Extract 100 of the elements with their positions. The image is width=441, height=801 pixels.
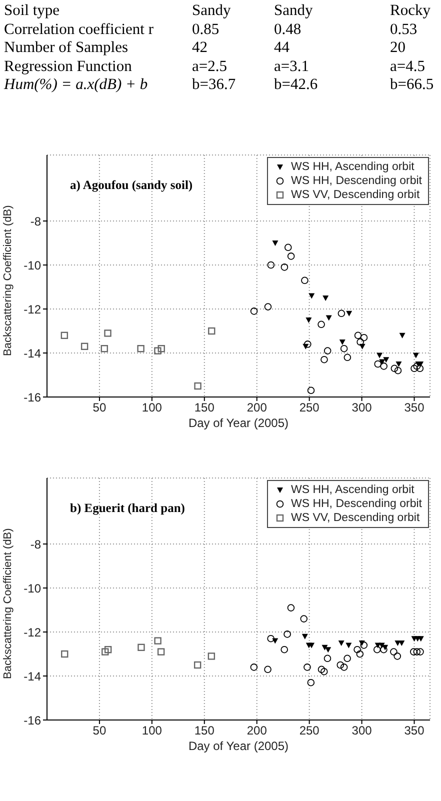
point xyxy=(325,647,332,653)
point xyxy=(326,315,332,321)
point xyxy=(104,646,112,654)
point xyxy=(80,342,88,350)
text: 20 xyxy=(390,39,406,57)
point xyxy=(346,642,352,648)
x-tick-label: 300 xyxy=(352,724,372,738)
point xyxy=(154,637,162,644)
text: Regression Function xyxy=(4,58,132,76)
point xyxy=(338,640,344,646)
point xyxy=(304,664,311,671)
point xyxy=(318,666,326,674)
text: Rocky xyxy=(390,2,430,20)
y-tick-label: -8 xyxy=(30,214,42,228)
x-tick-label: 350 xyxy=(404,400,425,415)
point xyxy=(380,646,388,654)
point xyxy=(264,303,272,310)
text: Number of Samples xyxy=(4,39,128,57)
point xyxy=(354,332,362,340)
point xyxy=(308,293,315,299)
point xyxy=(100,345,108,352)
point xyxy=(322,296,329,301)
point xyxy=(410,648,418,656)
point xyxy=(360,334,368,342)
point xyxy=(413,362,421,370)
text: a=2.5 xyxy=(192,58,227,76)
point xyxy=(340,344,348,352)
legend-label: WS HH, Ascending orbit xyxy=(290,160,414,174)
text: b=36.7 xyxy=(192,76,236,94)
x-tick-label: 100 xyxy=(142,400,162,415)
legend-label: WS HH, Ascending orbit xyxy=(290,483,414,497)
legend-label: WS VV, Descending orbit xyxy=(290,511,420,525)
point xyxy=(383,357,390,363)
point xyxy=(284,630,291,638)
text: Sandy xyxy=(192,2,231,20)
point xyxy=(396,362,402,367)
point xyxy=(267,634,274,642)
annotation: a) Agoufou (sandy soil) xyxy=(70,178,193,193)
point xyxy=(360,642,368,649)
x-tick-label: 150 xyxy=(194,400,215,415)
point xyxy=(194,382,202,390)
point xyxy=(412,352,419,358)
x-tick-label: 150 xyxy=(194,724,215,738)
point xyxy=(356,650,364,658)
point xyxy=(418,636,424,642)
text: 42 xyxy=(192,39,208,57)
text: 0.48 xyxy=(274,20,302,38)
point xyxy=(344,354,352,362)
point xyxy=(356,338,364,346)
x-tick-label: 300 xyxy=(352,400,372,415)
point xyxy=(154,347,162,354)
point xyxy=(301,276,308,284)
point xyxy=(307,386,315,394)
point xyxy=(320,356,328,364)
point xyxy=(324,654,332,662)
legend-label: WS VV, Descending orbit xyxy=(290,188,420,202)
y-tick-label: -16 xyxy=(24,713,42,728)
point xyxy=(390,648,398,656)
point xyxy=(208,327,216,335)
text: Sandy xyxy=(274,2,313,20)
text: a=4.5 xyxy=(390,58,425,76)
y-tick-label: -14 xyxy=(24,346,42,360)
point xyxy=(390,364,398,372)
point xyxy=(102,648,109,656)
point xyxy=(300,615,308,622)
text: Soil type xyxy=(4,2,60,20)
text: b=42.6 xyxy=(274,76,318,94)
point xyxy=(416,648,424,656)
text: a=3.1 xyxy=(274,58,309,76)
x-tick-label: 200 xyxy=(246,724,268,738)
point xyxy=(394,652,402,660)
y-tick-label: -8 xyxy=(30,537,42,552)
legend-label: WS HH, Descending orbit xyxy=(290,497,422,511)
y-tick-label: -10 xyxy=(24,581,42,596)
point xyxy=(324,347,332,354)
x-tick-label: 100 xyxy=(142,724,162,738)
point xyxy=(346,310,352,316)
point xyxy=(399,332,406,338)
point xyxy=(250,664,258,671)
text: 0.85 xyxy=(192,20,220,38)
point xyxy=(416,364,424,372)
point xyxy=(287,252,295,260)
point xyxy=(287,604,295,612)
point xyxy=(302,634,308,640)
text: Correlation coefficient r xyxy=(4,20,154,38)
point xyxy=(340,664,348,671)
point xyxy=(306,318,312,323)
y-tick-label: -10 xyxy=(24,258,42,272)
text: 0.53 xyxy=(390,20,418,38)
point xyxy=(376,352,383,358)
point xyxy=(194,661,202,669)
point xyxy=(158,345,165,352)
point xyxy=(339,340,346,345)
text: b=66.5 xyxy=(390,76,434,94)
point xyxy=(413,648,421,656)
point xyxy=(284,244,292,252)
y-tick-label: -12 xyxy=(24,625,42,640)
y-axis-title: Backscattering Coefficient (dB) xyxy=(2,528,14,679)
x-tick-label: 250 xyxy=(299,400,320,415)
point xyxy=(307,678,315,686)
